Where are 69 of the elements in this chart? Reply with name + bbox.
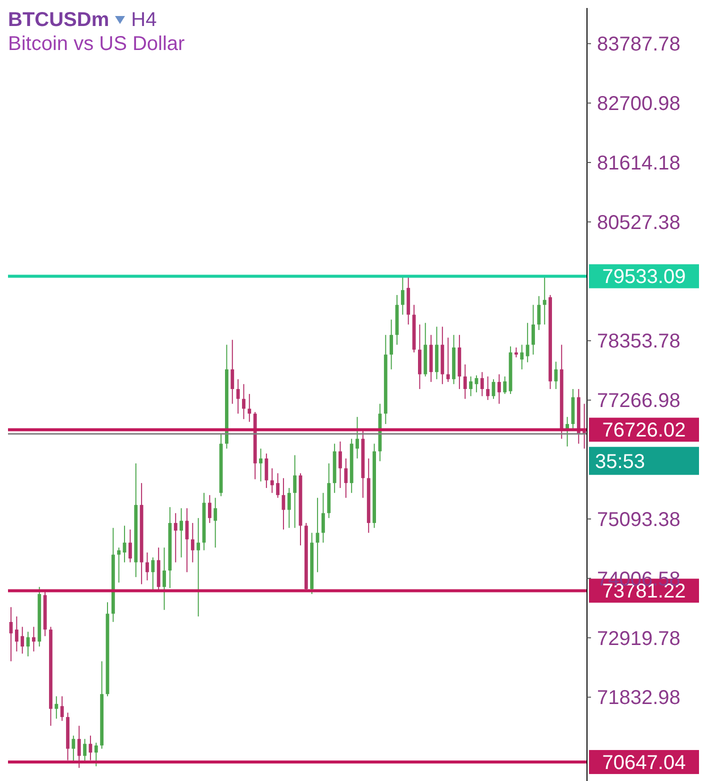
candlestick xyxy=(248,393,252,422)
candlestick xyxy=(514,346,518,358)
candlestick xyxy=(151,556,155,591)
candlestick xyxy=(270,468,274,494)
y-tick-label: 71832.98 xyxy=(597,687,680,710)
candlestick xyxy=(180,508,183,558)
y-tick-label: 81614.18 xyxy=(597,152,680,174)
ref-line-label: 76726.02 xyxy=(602,420,686,442)
candlestick xyxy=(259,448,262,482)
y-tick-label: 75093.38 xyxy=(597,508,680,531)
candlestick xyxy=(282,478,286,530)
y-tick-label: 82700.98 xyxy=(597,93,680,116)
candlestick xyxy=(190,522,194,563)
candlestick xyxy=(497,374,501,404)
candlestick xyxy=(174,512,178,563)
candlestick xyxy=(208,494,212,524)
candlestick xyxy=(344,458,348,498)
candlestick xyxy=(486,376,490,400)
chart-title: BTCUSDm xyxy=(8,8,110,32)
candlestick xyxy=(94,742,98,767)
ref-line-label: 79533.09 xyxy=(602,266,686,288)
candlestick xyxy=(503,376,507,394)
candlestick xyxy=(196,518,200,617)
candlestick xyxy=(83,738,86,764)
text: Bitcoin vs US Dollar xyxy=(8,32,185,56)
candlestick xyxy=(146,552,149,581)
candlestick xyxy=(526,322,530,363)
candlestick xyxy=(60,696,64,722)
candlestick xyxy=(242,384,246,420)
candlestick xyxy=(463,364,467,400)
candlestick xyxy=(520,344,524,370)
candlestick xyxy=(322,492,325,544)
candlestick xyxy=(293,454,297,528)
text: 35:53 xyxy=(595,450,646,473)
y-tick-label: 72919.78 xyxy=(597,628,680,650)
candlestick xyxy=(276,472,280,498)
candlestick xyxy=(400,277,404,316)
ref-line-label: 70647.04 xyxy=(602,752,686,774)
candlestick xyxy=(14,616,18,652)
candlestick xyxy=(542,276,546,326)
annotation: H4 xyxy=(131,8,157,32)
candlestick xyxy=(214,497,218,548)
candlestick xyxy=(54,696,58,720)
candlestick xyxy=(469,376,472,397)
candlestick xyxy=(532,304,535,356)
candlestick xyxy=(117,547,121,584)
candlestick xyxy=(162,547,166,610)
candlestick xyxy=(264,453,268,488)
candlestick xyxy=(26,631,30,657)
candlestick xyxy=(32,626,36,652)
candlestick xyxy=(287,487,291,528)
candlestick xyxy=(128,529,132,563)
candlestick xyxy=(122,525,126,563)
y-tick-label: 77266.98 xyxy=(597,390,680,412)
candlestick xyxy=(537,296,541,330)
y-tick-label: 83787.78 xyxy=(597,34,680,56)
candlestick xyxy=(72,735,76,763)
candlestick xyxy=(554,361,558,390)
candlestick xyxy=(338,441,342,488)
candlestick xyxy=(77,725,81,768)
candlestick xyxy=(236,378,240,414)
candlestick xyxy=(230,339,234,404)
candlestick xyxy=(480,372,484,397)
candlestick xyxy=(446,337,450,382)
candlestick xyxy=(390,319,394,370)
candlestick xyxy=(356,416,359,459)
y-tick-label: 80527.38 xyxy=(597,212,680,234)
candlestick xyxy=(20,626,24,654)
y-tick-label: 78353.78 xyxy=(597,330,680,353)
